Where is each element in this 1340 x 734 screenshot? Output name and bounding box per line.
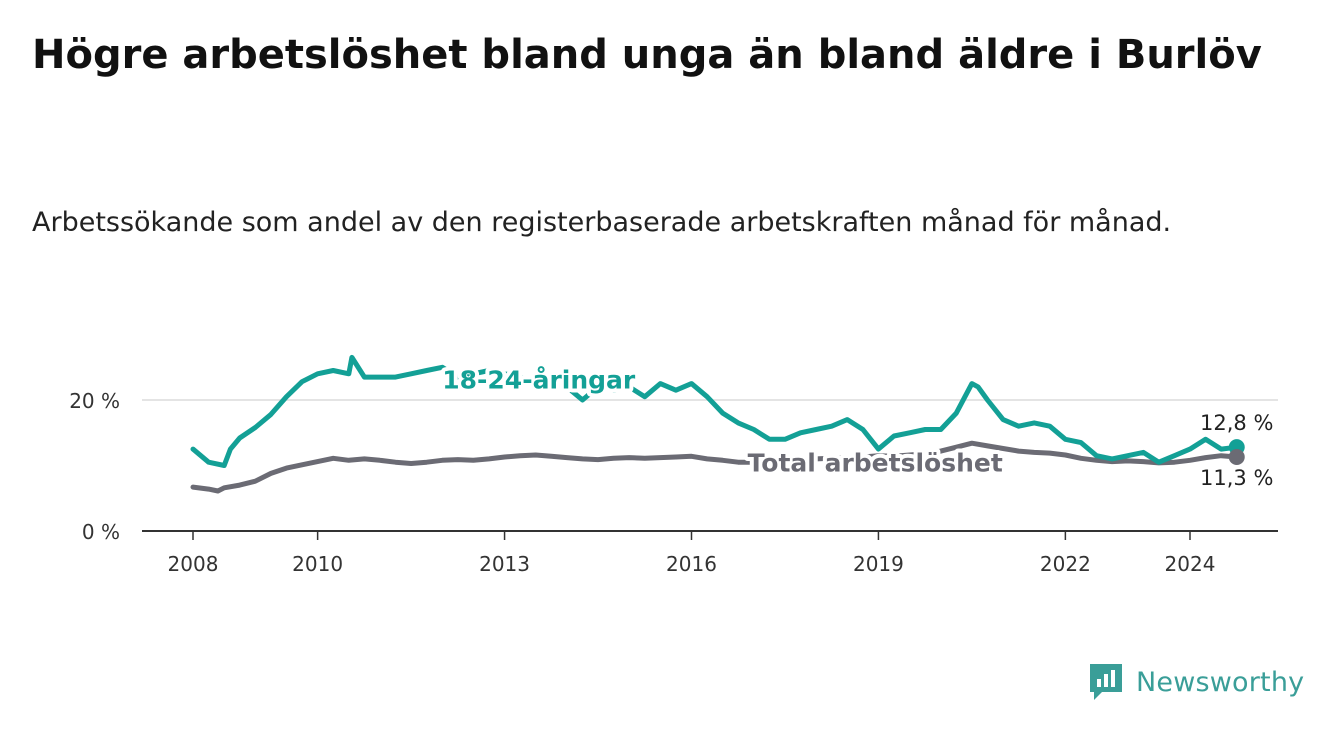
x-tick-label: 2019 <box>853 552 904 576</box>
chart-title: Högre arbetslöshet bland unga än bland ä… <box>32 32 1262 78</box>
end-value-label-total: 11,3 % <box>1200 466 1273 490</box>
brand-name: Newsworthy <box>1136 666 1305 698</box>
line-chart: 0 % 20 % 2008 2010 2013 2016 2019 2022 2024 18-2… <box>69 354 1278 576</box>
y-tick-label: 0 % <box>82 520 120 544</box>
x-tick-label: 2022 <box>1040 552 1091 576</box>
end-value-label-youth: 12,8 % <box>1200 411 1273 435</box>
x-tick-label: 2008 <box>168 552 219 576</box>
series-line-total <box>190 440 1240 494</box>
x-tick-label: 2010 <box>292 552 343 576</box>
series-label-youth: 18-24-åringar <box>442 365 636 394</box>
series-line-youth <box>190 354 1240 468</box>
end-marker-total <box>1228 448 1245 465</box>
x-tick-label: 2013 <box>479 552 530 576</box>
x-tick-label: 2016 <box>666 552 717 576</box>
newsworthy-logo-icon <box>1090 664 1122 700</box>
series-lines <box>190 354 1240 494</box>
series-labels: 18-24-åringar Total arbetslöshet 12,8 % 11,… <box>438 361 1273 490</box>
y-tick-label: 20 % <box>69 389 120 413</box>
brand-logo: Newsworthy <box>1088 660 1304 704</box>
series-label-total: Total arbetslöshet <box>748 449 1003 478</box>
chart-subtitle: Arbetssökande som andel av den registerb… <box>32 207 1172 238</box>
axes: 0 % 20 % 2008 2010 2013 2016 2019 2022 2024 <box>69 389 1278 576</box>
x-tick-label: 2024 <box>1165 552 1216 576</box>
